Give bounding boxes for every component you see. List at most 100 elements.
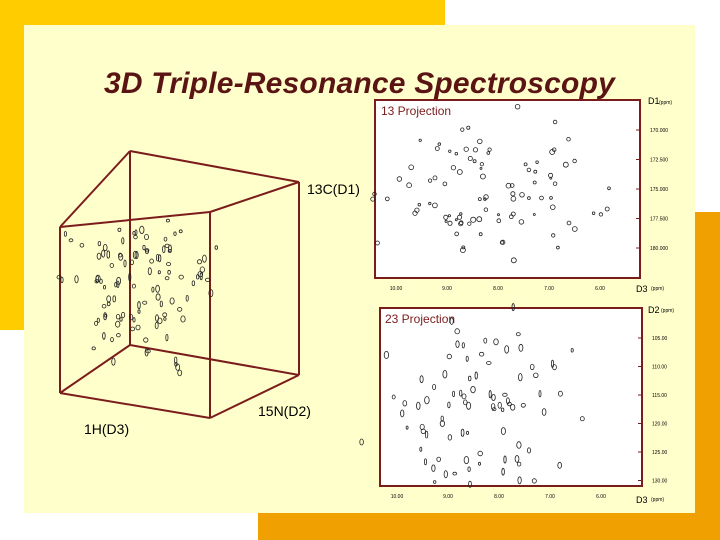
projection-23-y-tick-label: 110.00 (652, 365, 667, 371)
projection-13-peaks (370, 103, 611, 264)
projection-23-peak (533, 372, 539, 378)
projection-13-peak (448, 149, 452, 153)
projection-13-peak (463, 146, 469, 152)
projection-13-x-axis: 10.00 9.00 8.00 7.00 6.00 (390, 286, 605, 292)
projection-23-peak (454, 328, 460, 335)
projection-23-panel: 23 Projection D2 (ppm) D3 (ppm) 105.00 11… (359, 303, 674, 505)
projection-23-peak (570, 348, 574, 353)
cube-peak (97, 241, 102, 247)
cube-peak (94, 320, 99, 326)
projection-13-peak (549, 149, 556, 155)
projection-13-peak (428, 201, 432, 206)
cube-peak (145, 349, 151, 354)
projection-13-peak (447, 220, 453, 226)
projection-23-peaks (359, 303, 585, 488)
cube-peak (157, 254, 162, 263)
cube-peak (132, 317, 136, 323)
cube-peak (128, 272, 132, 282)
projection-13-peak (532, 213, 536, 216)
projection-13-peak (454, 151, 458, 156)
projection-23-peak (423, 458, 427, 466)
projection-13-peak (550, 204, 556, 210)
projection-13-d1-label: D1 (648, 96, 660, 106)
cube-peak (144, 233, 149, 240)
projection-23-peak (502, 392, 508, 397)
projection-23-peak (432, 383, 437, 390)
projection-23-peak (474, 371, 478, 380)
projection-13-peak (427, 178, 433, 183)
projection-23-peak (516, 461, 522, 467)
cube-peak (96, 317, 100, 323)
projection-23-peak (442, 370, 448, 379)
projection-13-peak (478, 232, 483, 237)
projection-13-peak (444, 219, 448, 223)
cube-peak (115, 314, 121, 320)
cube-peak (134, 250, 139, 260)
projection-13-peak (566, 136, 571, 142)
projection-23-x-tick-label: 10.00 (391, 494, 404, 500)
projection-13-peak (526, 167, 532, 173)
projection-23-peak (439, 420, 445, 427)
projection-13-peak (477, 138, 483, 145)
projection-13-peak (467, 221, 472, 226)
projection-23-peak (459, 389, 463, 397)
cube-peak (132, 250, 138, 259)
projection-13-peak (450, 165, 456, 171)
projection-13-peak (496, 218, 502, 224)
projection-23-peak (402, 400, 408, 407)
projection-23-peak (531, 478, 537, 484)
cube-peak (204, 277, 211, 282)
projection-23-peak (452, 471, 457, 476)
projection-13-peak (533, 169, 538, 174)
projection-23-peak (557, 461, 562, 469)
projection-13-x-tick-label: 10.00 (390, 286, 403, 292)
projection-23-peak (520, 402, 526, 408)
projection-23-peak (505, 397, 510, 405)
cube-peak (106, 295, 112, 303)
projection-23-x-axis: 10.00 9.00 8.00 7.00 6.00 (391, 494, 606, 500)
projection-13-peak (432, 175, 438, 181)
projection-13-peak (479, 162, 484, 167)
projection-23-peak (405, 425, 409, 430)
cube-peak (74, 275, 79, 284)
projection-13-peak (510, 211, 516, 217)
cube-peak (116, 333, 121, 338)
cube-edge (129, 150, 300, 183)
projection-13-y-tick-label: 172.500 (650, 158, 668, 164)
cube-peak (115, 320, 121, 328)
cube-axis-label-c: 13C(D1) (307, 181, 360, 197)
projection-13-peak (467, 155, 473, 161)
cube-peak (202, 254, 207, 263)
projection-13-peak (566, 220, 572, 226)
projection-23-peak (518, 343, 524, 352)
projection-13-peak (456, 169, 463, 175)
projection-23-peak (477, 450, 483, 457)
projection-23-x-tick-label: 8.00 (494, 494, 504, 500)
projection-13-peak (417, 202, 421, 207)
cube-edge (129, 344, 300, 376)
cube-peak (163, 236, 168, 242)
projection-23-peak (463, 456, 470, 465)
cube-peak (156, 254, 160, 262)
cube-edge (59, 344, 131, 394)
projection-23-d3-label: D3 (636, 495, 648, 505)
cube-axis-label-h: 1H(D3) (84, 421, 129, 437)
cube-peak (63, 231, 67, 237)
cube-peak (167, 269, 171, 275)
cube-peak (114, 282, 118, 288)
projection-23-x-tick-label: 6.00 (596, 494, 606, 500)
projection-13-peak (476, 216, 483, 223)
cube-peak (149, 258, 154, 264)
cube-peak (106, 250, 111, 259)
cube-peak (137, 309, 141, 314)
projection-23-peak (468, 375, 472, 382)
projection-13-peak (514, 103, 521, 110)
cube-peak (104, 313, 108, 318)
projection-13-peak (454, 231, 460, 237)
projection-23-peak (446, 353, 452, 360)
cube-edge (209, 181, 300, 213)
projection-23-peak (500, 407, 505, 412)
cube-peak (151, 286, 155, 293)
projection-23-frame (379, 307, 643, 487)
projection-23-peak (518, 373, 523, 382)
